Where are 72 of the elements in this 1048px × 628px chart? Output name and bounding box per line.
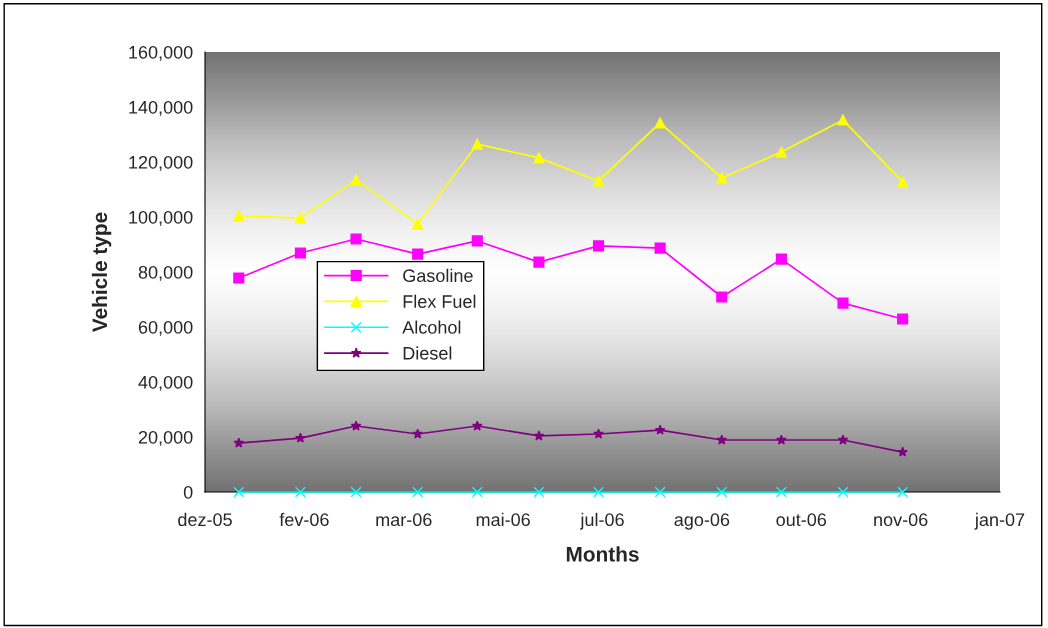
point xyxy=(533,486,545,498)
legend-label: Gasoline xyxy=(403,268,473,283)
point xyxy=(412,486,424,498)
x-tick-label: ago-06 xyxy=(674,513,730,530)
point xyxy=(654,117,666,129)
y-tick-label: 160,000 xyxy=(129,45,193,61)
legend-label: Flex Fuel xyxy=(403,294,476,308)
point xyxy=(350,420,362,431)
point xyxy=(654,486,666,498)
y-tick-label: 140,000 xyxy=(129,100,193,116)
point xyxy=(654,242,666,254)
point xyxy=(233,210,245,222)
point xyxy=(294,247,306,259)
point xyxy=(294,212,306,224)
point xyxy=(294,486,306,498)
point xyxy=(533,256,545,268)
point xyxy=(350,486,362,498)
point xyxy=(716,291,728,303)
point xyxy=(412,428,423,439)
point xyxy=(471,486,483,498)
point xyxy=(776,434,787,445)
y-axis-title: Vehicle type xyxy=(91,212,112,333)
point xyxy=(295,432,306,443)
point xyxy=(654,424,666,435)
point xyxy=(233,272,245,284)
x-tick-label: jan-07 xyxy=(974,512,1025,530)
x-tick-label: mai-06 xyxy=(476,512,530,527)
y-tick-label: 100,000 xyxy=(129,210,193,226)
x-tick-label: jul-06 xyxy=(579,512,624,530)
y-tick-label: 0 xyxy=(183,485,193,499)
point xyxy=(716,486,728,498)
point xyxy=(897,486,909,498)
point xyxy=(471,138,483,150)
point xyxy=(533,430,545,441)
y-tick-label: 120,000 xyxy=(129,155,193,171)
legend-label: Alcohol xyxy=(402,320,461,334)
point xyxy=(837,486,849,498)
point xyxy=(837,114,849,126)
point xyxy=(412,218,424,230)
point xyxy=(716,434,728,445)
point xyxy=(775,146,787,158)
x-tick-label: fev-06 xyxy=(279,512,329,527)
y-tick-label: 60,000 xyxy=(138,320,193,336)
point xyxy=(775,486,787,498)
legend-label: Diesel xyxy=(403,346,452,360)
x-tick-label: nov-06 xyxy=(874,513,928,527)
point xyxy=(592,175,605,187)
y-tick-label: 40,000 xyxy=(138,375,193,391)
point xyxy=(716,172,728,184)
point xyxy=(412,248,424,260)
x-tick-label: out-06 xyxy=(776,513,827,527)
y-tick-label: 20,000 xyxy=(138,430,193,446)
point xyxy=(897,176,909,188)
x-tick-label: mar-06 xyxy=(376,513,432,527)
x-tick-label: dez-05 xyxy=(178,512,232,527)
point xyxy=(233,437,245,448)
point xyxy=(592,240,605,252)
point xyxy=(592,486,605,498)
x-axis-title: Months xyxy=(566,546,639,562)
point xyxy=(837,297,849,309)
point xyxy=(837,434,849,445)
y-tick-label: 80,000 xyxy=(138,265,193,281)
point xyxy=(350,233,362,245)
point xyxy=(897,446,908,457)
point xyxy=(350,174,362,186)
point xyxy=(471,235,483,247)
point xyxy=(897,313,909,325)
point xyxy=(593,428,604,439)
point xyxy=(775,253,787,265)
point xyxy=(471,420,483,431)
point xyxy=(533,152,545,164)
point xyxy=(233,486,245,498)
